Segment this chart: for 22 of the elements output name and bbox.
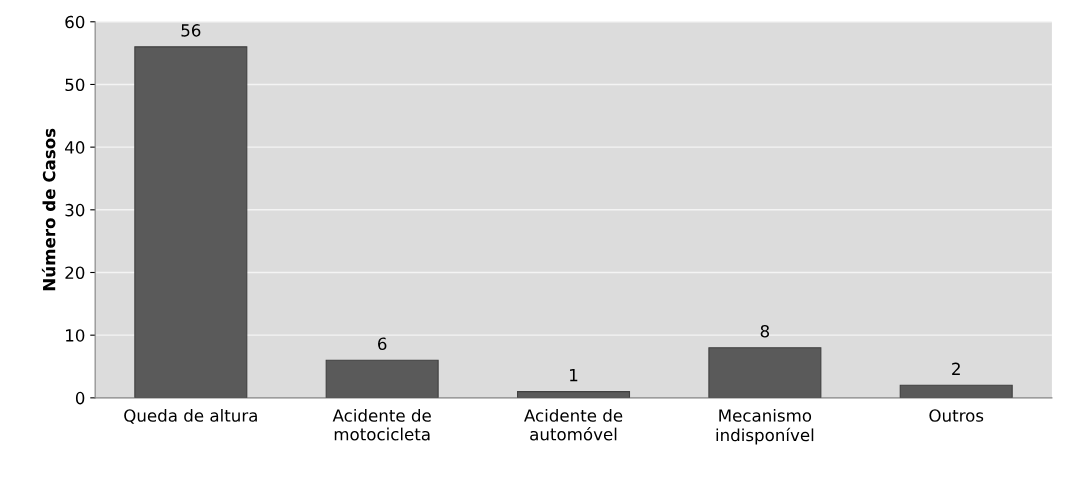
y-tick-label: 60 bbox=[65, 15, 85, 29]
x-tick-label: Mecanismo indisponível bbox=[716, 408, 814, 445]
data-label: 6 bbox=[378, 337, 387, 351]
y-tick-label: 20 bbox=[65, 266, 85, 280]
y-tick-label: 40 bbox=[65, 141, 85, 154]
x-tick-label: Acidente de automóvel bbox=[524, 408, 623, 441]
y-tick-label: 0 bbox=[75, 391, 85, 405]
x-tick-label: Queda de altura bbox=[124, 408, 257, 424]
x-tick-label: Outros bbox=[929, 409, 984, 422]
x-tick-label: Acidente de motocicleta bbox=[332, 408, 431, 441]
data-label: 2 bbox=[952, 362, 960, 375]
y-tick-label: 10 bbox=[66, 329, 85, 342]
bar bbox=[134, 46, 248, 398]
bar bbox=[325, 359, 439, 398]
y-tick-label: 50 bbox=[65, 78, 85, 92]
y-tick-label: 30 bbox=[65, 203, 85, 217]
y-axis-title: Número de Casos bbox=[41, 128, 56, 291]
data-label: 1 bbox=[570, 369, 578, 382]
bar bbox=[899, 384, 1013, 398]
data-label: 56 bbox=[181, 24, 201, 37]
data-label: 8 bbox=[760, 324, 770, 338]
bar bbox=[708, 347, 822, 398]
